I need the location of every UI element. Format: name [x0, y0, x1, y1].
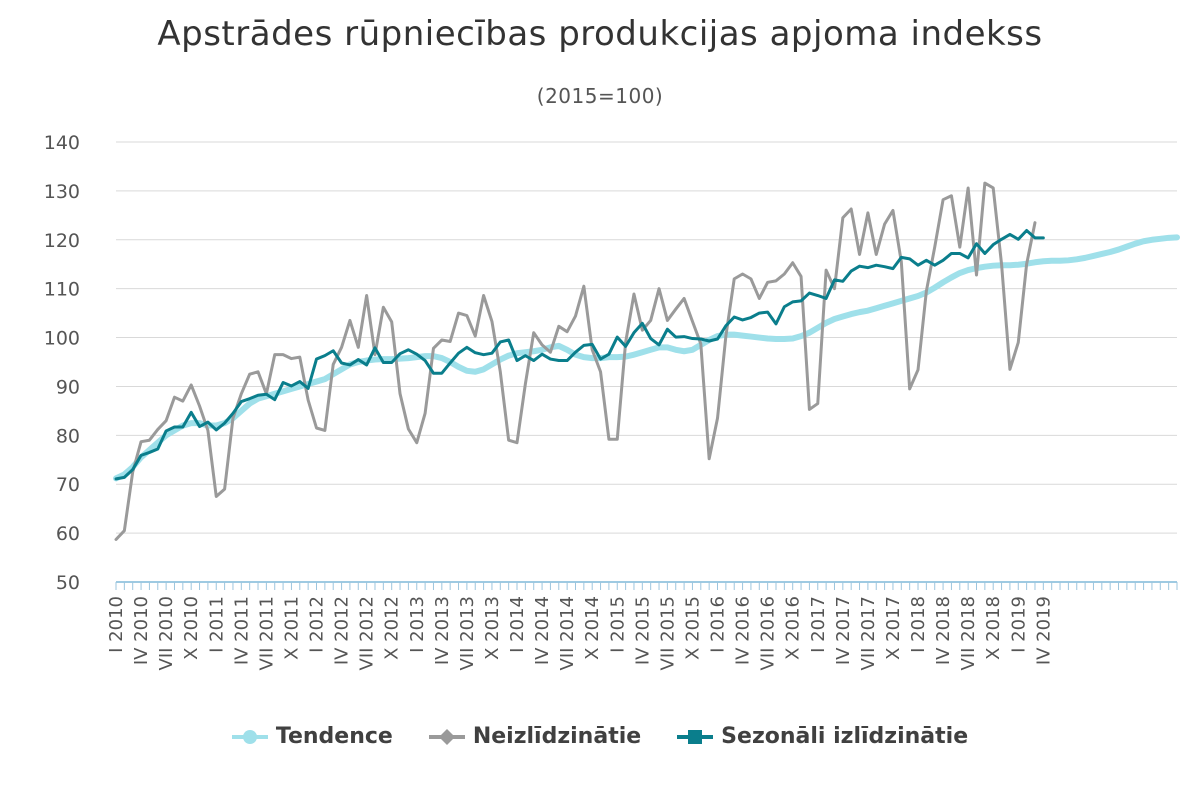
y-tick-label: 80: [56, 425, 80, 447]
y-tick-label: 100: [44, 328, 80, 350]
x-tick-label: VII 2017: [858, 596, 879, 670]
x-tick-label: VII 2015: [657, 596, 678, 670]
y-tick-label: 120: [44, 230, 80, 252]
x-tick-label: I 2019: [1008, 596, 1029, 653]
legend-item-sezonali[interactable]: Sezonāli izlīdzinātie: [677, 724, 968, 749]
legend-label-tendence: Tendence: [275, 724, 393, 749]
legend-item-tendence[interactable]: Tendence: [231, 724, 393, 749]
y-tick-label: 90: [56, 376, 80, 398]
series-lines: [113, 181, 1180, 541]
x-tick-label: IV 2011: [231, 596, 252, 665]
y-tick-label: 130: [44, 181, 80, 203]
x-tick-label: I 2014: [507, 596, 528, 653]
x-axis: I 2010 IV 2010 VII 2010 X 2010 I 2011 IV 2011…: [106, 581, 1178, 670]
x-tick-label: I 2013: [407, 596, 428, 653]
x-tick-label: IV 2017: [833, 596, 854, 665]
x-tick-label: IV 2012: [332, 596, 353, 665]
x-tick-label: IV 2013: [432, 596, 453, 665]
x-tick-label: I 2012: [307, 596, 328, 653]
x-tick-label: X 2014: [582, 596, 603, 660]
x-tick-label: X 2018: [983, 596, 1004, 660]
legend-diamond-icon: [428, 728, 465, 745]
x-tick-label: I 2015: [607, 596, 628, 653]
y-tick-label: 110: [44, 279, 80, 301]
x-tick-label: I 2011: [206, 596, 227, 653]
x-tick-label: X 2010: [181, 596, 202, 660]
x-tick-label: VII 2018: [958, 596, 979, 670]
legend-item-neizlidzinatie[interactable]: Neizlīdzinātie: [428, 724, 642, 749]
chart-title: Apstrādes rūpniecības produkcijas apjoma…: [157, 14, 1043, 54]
x-tick-label: X 2017: [883, 596, 904, 660]
y-tick-label: 60: [56, 523, 80, 545]
y-axis: 50 60 70 80 90 100 110 120 130 140: [44, 132, 80, 594]
x-tick-label: IV 2015: [632, 596, 653, 665]
legend: Tendence Neizlīdzinātie Sezonāli izlīdzi…: [0, 724, 1200, 749]
x-tick-label: I 2018: [908, 596, 929, 653]
chart-subtitle: (2015=100): [536, 84, 664, 108]
x-tick-label: VII 2011: [256, 596, 277, 670]
x-tick-label: I 2016: [708, 596, 729, 653]
x-tick-label: I 2010: [106, 596, 127, 653]
x-tick-label: IV 2018: [933, 596, 954, 665]
y-tick-label: 140: [44, 132, 80, 154]
legend-circle-icon: [231, 729, 268, 744]
x-tick-label: VII 2016: [758, 596, 779, 670]
x-tick-label: VII 2010: [156, 596, 177, 670]
x-tick-label: IV 2010: [131, 596, 152, 665]
x-tick-label: X 2011: [281, 596, 302, 660]
x-tick-label: VII 2014: [557, 596, 578, 670]
x-tick-label: VII 2013: [457, 596, 478, 670]
legend-label-sezonali: Sezonāli izlīdzinātie: [721, 724, 969, 749]
series-line-2: [114, 228, 1045, 481]
y-tick-label: 70: [56, 474, 80, 496]
x-tick-label: VII 2012: [357, 596, 378, 670]
x-tick-label: IV 2014: [532, 596, 553, 665]
x-tick-label: IV 2016: [733, 596, 754, 665]
legend-square-icon: [677, 729, 714, 744]
series-line-1: [114, 181, 1037, 541]
x-tick-label: X 2012: [382, 596, 403, 660]
x-tick-label: I 2017: [808, 596, 829, 653]
x-tick-label: X 2013: [482, 596, 503, 660]
legend-label-neizlidzinatie: Neizlīdzinātie: [472, 724, 642, 749]
x-tick-label: X 2016: [783, 596, 804, 660]
x-tick-label: IV 2019: [1033, 596, 1054, 665]
x-tick-label: X 2015: [682, 596, 703, 660]
y-tick-label: 50: [56, 572, 80, 594]
